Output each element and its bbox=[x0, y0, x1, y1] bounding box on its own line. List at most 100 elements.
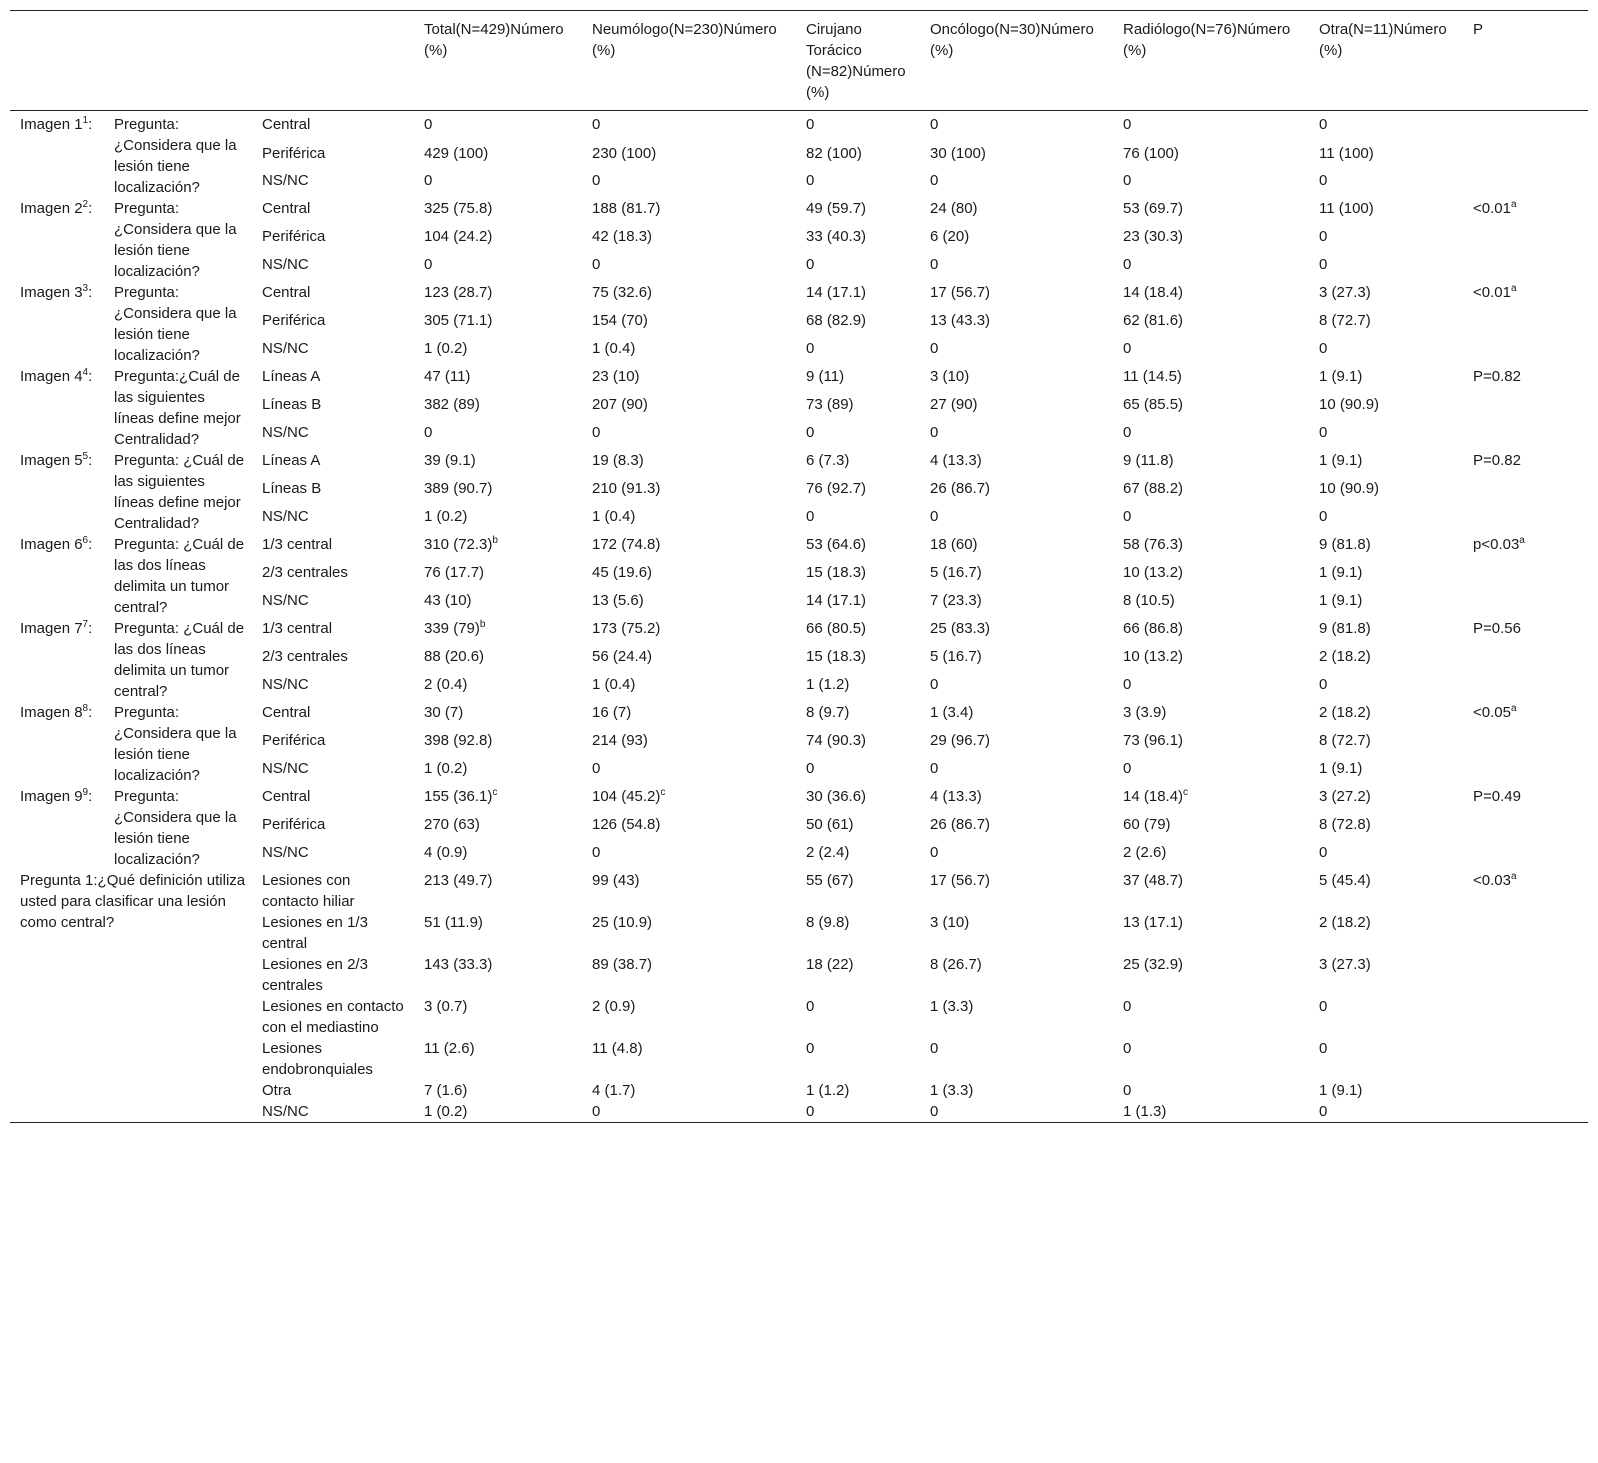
data-cell: 0 bbox=[806, 1040, 815, 1057]
data-cell: 10 (90.9) bbox=[1309, 394, 1463, 422]
data-cell: 0 bbox=[1123, 998, 1132, 1015]
table-row: NS/NC 0 0 0 0 0 0 bbox=[10, 170, 1588, 198]
cell-value: 14 (17.1) bbox=[806, 284, 867, 301]
cell-value: 0 bbox=[1123, 172, 1132, 190]
cell-value: 76 (100) bbox=[1123, 144, 1179, 162]
cell-value: 104 (24.2) bbox=[424, 228, 493, 245]
cell-value: 0 bbox=[592, 256, 601, 273]
data-cell: 0 bbox=[920, 674, 1113, 702]
image-label: Imagen 55: bbox=[10, 450, 104, 534]
answer-option: 2/3 centrales bbox=[262, 648, 348, 665]
cell-value: 50 (61) bbox=[806, 816, 854, 833]
footnote-mark: 5 bbox=[82, 451, 89, 462]
cell-value: 0 bbox=[1319, 844, 1328, 861]
cell-value: 1 (0.4) bbox=[592, 676, 636, 693]
data-cell: 26 (86.7) bbox=[920, 814, 1113, 842]
data-cell: 76 (17.7) bbox=[414, 562, 582, 590]
cell-value: Imagen 6 bbox=[20, 536, 83, 553]
cell-value: 3 (27.2) bbox=[1319, 788, 1371, 805]
cell-value: Imagen 4 bbox=[20, 368, 83, 385]
cell-value: 214 (93) bbox=[592, 732, 648, 749]
answer-option: Central bbox=[262, 284, 311, 301]
table-row: Periférica 305 (71.1) 154 (70) 68 (82.9) 13 … bbox=[10, 310, 1588, 338]
column-header bbox=[104, 11, 252, 111]
cell-value: 66 (86.8) bbox=[1123, 620, 1184, 637]
data-cell: 2 (0.4) bbox=[414, 674, 582, 702]
cell-value: 30 (100) bbox=[930, 144, 986, 162]
data-cell: 76 (92.7) bbox=[796, 478, 920, 506]
data-cell: 15 (18.3) bbox=[796, 562, 920, 590]
cell-value: 18 (60) bbox=[930, 536, 978, 553]
cell-value: 2 (2.6) bbox=[1123, 844, 1167, 861]
image-label-colon: : bbox=[88, 620, 93, 637]
cell-value: 0 bbox=[1319, 256, 1328, 273]
p-value: <0.01a bbox=[1463, 198, 1588, 282]
table-row: NS/NC 43 (10) 13 (5.6) 14 (17.1) 7 (23.3) 8 (… bbox=[10, 590, 1588, 618]
data-cell: 73 (96.1) bbox=[1113, 730, 1309, 758]
table-row: NS/NC 4 (0.9) 0 2 (2.4) 0 2 (2.6) 0 bbox=[10, 842, 1588, 870]
cell-value: 207 (90) bbox=[592, 396, 648, 413]
cell-value: 0 bbox=[592, 844, 601, 861]
cell-value: 88 (20.6) bbox=[424, 648, 485, 665]
cell-value: 76 (17.7) bbox=[424, 564, 485, 581]
data-cell: 1 (0.2) bbox=[414, 338, 582, 366]
answer-option: NS/NC bbox=[262, 424, 309, 441]
data-cell: 1 (0.4) bbox=[582, 506, 796, 534]
data-cell: 10 (13.2) bbox=[1113, 562, 1309, 590]
data-cell: 53 (64.6) bbox=[796, 534, 920, 562]
footnote-mark: a bbox=[1510, 703, 1517, 714]
data-cell: 14 (17.1) bbox=[796, 282, 920, 310]
data-cell: 0 bbox=[1309, 422, 1463, 450]
cell-value: 14 (18.4) bbox=[1123, 284, 1184, 301]
data-cell: 0 bbox=[920, 506, 1113, 534]
data-cell: 56 (24.4) bbox=[582, 646, 796, 674]
cell-value: 0 bbox=[592, 760, 601, 777]
data-cell: 0 bbox=[796, 254, 920, 282]
answer-option: Lesiones en 1/3 central bbox=[262, 914, 368, 952]
data-cell: 99 (43) bbox=[592, 872, 640, 889]
cell-value: 5 (16.7) bbox=[930, 564, 982, 581]
data-cell: 0 bbox=[1319, 1040, 1328, 1057]
cell-value: 58 (76.3) bbox=[1123, 536, 1184, 553]
data-cell: 27 (90) bbox=[920, 394, 1113, 422]
data-cell: 0 bbox=[1309, 338, 1463, 366]
data-cell: 9 (11) bbox=[796, 366, 920, 394]
cell-value: 2 (18.2) bbox=[1319, 648, 1371, 665]
data-cell: 0 bbox=[920, 338, 1113, 366]
data-cell: 1 (0.4) bbox=[582, 674, 796, 702]
answer-option: Lesiones con contacto hiliar bbox=[262, 872, 355, 910]
cell-value: 1 (9.1) bbox=[1319, 368, 1363, 385]
data-cell: 45 (19.6) bbox=[582, 562, 796, 590]
cell-value: 33 (40.3) bbox=[806, 228, 867, 245]
column-header bbox=[252, 11, 414, 111]
data-cell: 0 bbox=[1123, 1040, 1132, 1057]
data-cell: 3 (27.3) bbox=[1319, 956, 1371, 973]
cell-value: 0 bbox=[930, 844, 939, 861]
data-cell: 9 (11.8) bbox=[1113, 450, 1309, 478]
data-cell: 88 (20.6) bbox=[414, 646, 582, 674]
data-cell: 3 (3.9) bbox=[1113, 702, 1309, 730]
data-cell: 47 (11) bbox=[414, 366, 582, 394]
column-header: Oncólogo(N=30)Número (%) bbox=[930, 21, 1094, 59]
cell-value: 1 (0.2) bbox=[424, 340, 468, 357]
data-cell: 0 bbox=[1309, 226, 1463, 254]
data-cell: 1 (3.3) bbox=[930, 998, 974, 1015]
cell-value: 68 (82.9) bbox=[806, 312, 867, 329]
data-cell: 39 (9.1) bbox=[414, 450, 582, 478]
footnote-mark: 6 bbox=[82, 535, 89, 546]
cell-value: 310 (72.3) bbox=[424, 536, 493, 553]
data-cell: 210 (91.3) bbox=[582, 478, 796, 506]
data-cell: 0 bbox=[1113, 422, 1309, 450]
data-cell: 66 (80.5) bbox=[796, 618, 920, 646]
cell-value: 11 (14.5) bbox=[1123, 368, 1182, 385]
answer-option: 2/3 centrales bbox=[262, 564, 348, 581]
cell-value: 0 bbox=[806, 424, 815, 441]
cell-value: 0 bbox=[806, 256, 815, 273]
cell-value: 0 bbox=[1123, 676, 1132, 693]
answer-option: Central bbox=[262, 116, 311, 133]
table-row: Imagen 22: Pregunta: ¿Considera que la le… bbox=[10, 198, 1588, 281]
cell-value: 8 (9.7) bbox=[806, 704, 850, 721]
data-cell: 0 bbox=[582, 422, 796, 450]
cell-value: 11 (100) bbox=[1319, 200, 1374, 217]
data-cell: 0 bbox=[920, 111, 1113, 143]
